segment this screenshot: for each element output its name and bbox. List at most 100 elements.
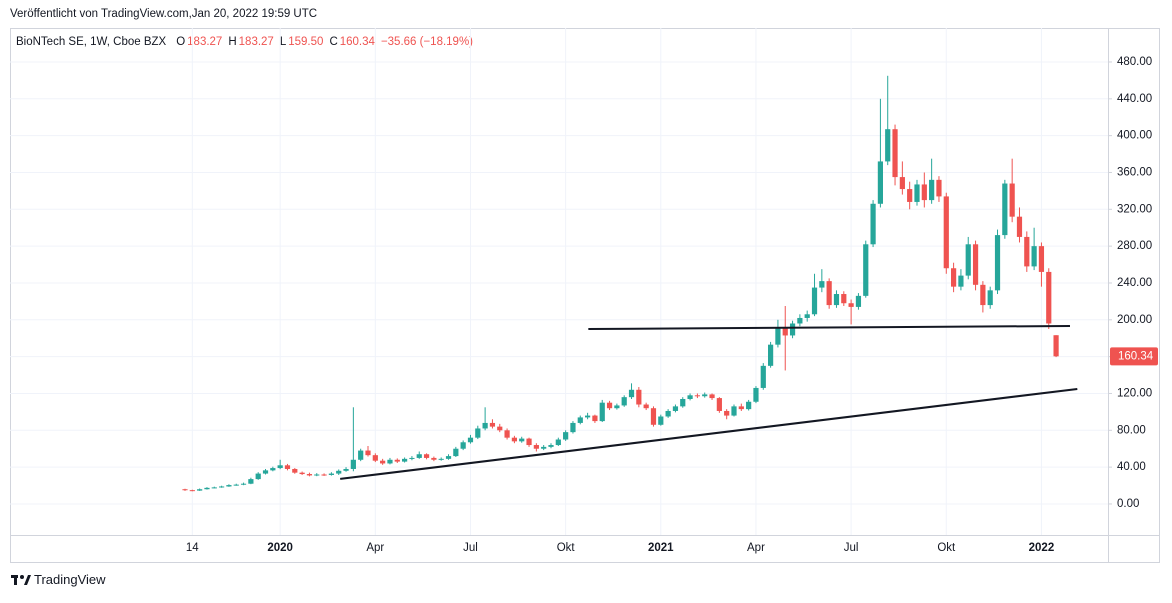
candle-body	[855, 295, 862, 307]
y-tick-label: 80.00	[1117, 424, 1146, 436]
legend-l: L	[280, 36, 287, 48]
candle-body	[453, 448, 459, 457]
candle-body	[1024, 236, 1030, 267]
candle-body	[394, 459, 400, 462]
candle-body	[899, 177, 905, 190]
legend-open: 183.27	[187, 36, 222, 48]
legend-high: 183.27	[239, 36, 274, 48]
candle-body	[709, 394, 715, 399]
candle-body	[328, 473, 334, 475]
candle-body	[306, 474, 313, 476]
candle-body	[724, 410, 730, 416]
candle-body	[643, 404, 649, 409]
legend: BioNTech SE, 1W, Cboe BZX O 183.27 H 183.27 L…	[16, 36, 473, 48]
candle-body	[189, 490, 195, 492]
y-tick-label: 40.00	[1117, 461, 1146, 473]
candle-body	[841, 294, 847, 304]
candle-body	[980, 284, 986, 306]
candle-body	[438, 458, 444, 460]
last-price-badge	[1110, 347, 1158, 366]
candle-body	[409, 457, 415, 459]
candle-body	[292, 468, 298, 473]
candle-body	[994, 235, 1001, 291]
legend-low: 159.50	[288, 36, 323, 48]
candle-body	[519, 438, 525, 442]
candle-body	[226, 485, 232, 487]
candle-body	[511, 437, 517, 442]
x-tick-label: 2020	[267, 542, 293, 554]
candle-body	[665, 410, 671, 417]
y-tick-label: 280.00	[1117, 240, 1152, 252]
candle-body	[797, 317, 803, 324]
candle-body	[833, 294, 840, 306]
candle-body	[694, 395, 700, 397]
candle-body	[804, 314, 810, 318]
candle-body	[336, 470, 342, 474]
candle-body	[877, 161, 883, 204]
plot	[182, 75, 1078, 492]
candle-body	[262, 470, 269, 474]
candle-body	[914, 184, 920, 202]
candle-body	[680, 398, 686, 407]
candle-body	[782, 327, 788, 336]
candle-body	[270, 468, 276, 471]
legend-close: 160.34	[340, 36, 376, 48]
candle-body	[197, 489, 203, 491]
candle-body	[387, 459, 393, 464]
candle-body	[255, 473, 261, 480]
x-tick-label: Jul	[844, 542, 859, 554]
candle-body	[972, 244, 979, 285]
candle-body	[284, 465, 291, 469]
x-tick-label: Jul	[463, 542, 478, 554]
candle-body	[746, 401, 752, 410]
trend-line	[588, 324, 1070, 331]
y-tick-label: 0.00	[1117, 498, 1139, 510]
candle-body	[504, 430, 510, 438]
candle-body	[423, 454, 430, 458]
candle-body	[768, 344, 774, 366]
candle-body	[321, 474, 327, 476]
x-tick-label: Okt	[557, 542, 576, 554]
candle-body	[1046, 271, 1052, 324]
candle-body	[819, 281, 825, 288]
candle-body	[497, 426, 503, 431]
candle-body	[219, 486, 225, 488]
footer-brand: TradingView	[34, 572, 106, 587]
candle-body	[907, 189, 913, 202]
chart-frame	[10, 28, 1160, 563]
candle-body	[372, 455, 378, 461]
x-tick-label: Apr	[747, 542, 765, 554]
candle-body	[402, 458, 408, 462]
candle-body	[811, 287, 818, 315]
candle-body	[416, 454, 422, 458]
logo-mark	[24, 575, 31, 585]
candle-body	[563, 432, 569, 440]
candle-body	[789, 323, 796, 336]
y-tick-label: 480.00	[1117, 56, 1152, 68]
candle-body	[951, 268, 957, 287]
candle-body	[555, 439, 561, 446]
candle-body	[848, 303, 854, 307]
legend-c: C	[329, 36, 337, 48]
candle-body	[1038, 246, 1045, 272]
legend-change: −35.66 (−18.19%)	[381, 36, 473, 48]
candle-body	[380, 460, 386, 464]
logo	[11, 575, 31, 585]
candle-body	[1002, 183, 1008, 236]
candle-body	[731, 406, 737, 416]
x-tick-label: 14	[186, 542, 199, 554]
legend-o: O	[176, 36, 185, 48]
y-tick-label: 240.00	[1117, 277, 1152, 289]
candle-body	[1031, 246, 1037, 267]
candle-body	[621, 397, 627, 406]
y-tick-label: 360.00	[1117, 167, 1152, 179]
candle-body	[460, 442, 466, 449]
x-tick-label: 2021	[648, 542, 674, 554]
candle-body	[248, 479, 254, 484]
y-tick-label: 320.00	[1117, 203, 1152, 215]
candle-body	[541, 446, 547, 449]
candle-body	[277, 465, 283, 469]
